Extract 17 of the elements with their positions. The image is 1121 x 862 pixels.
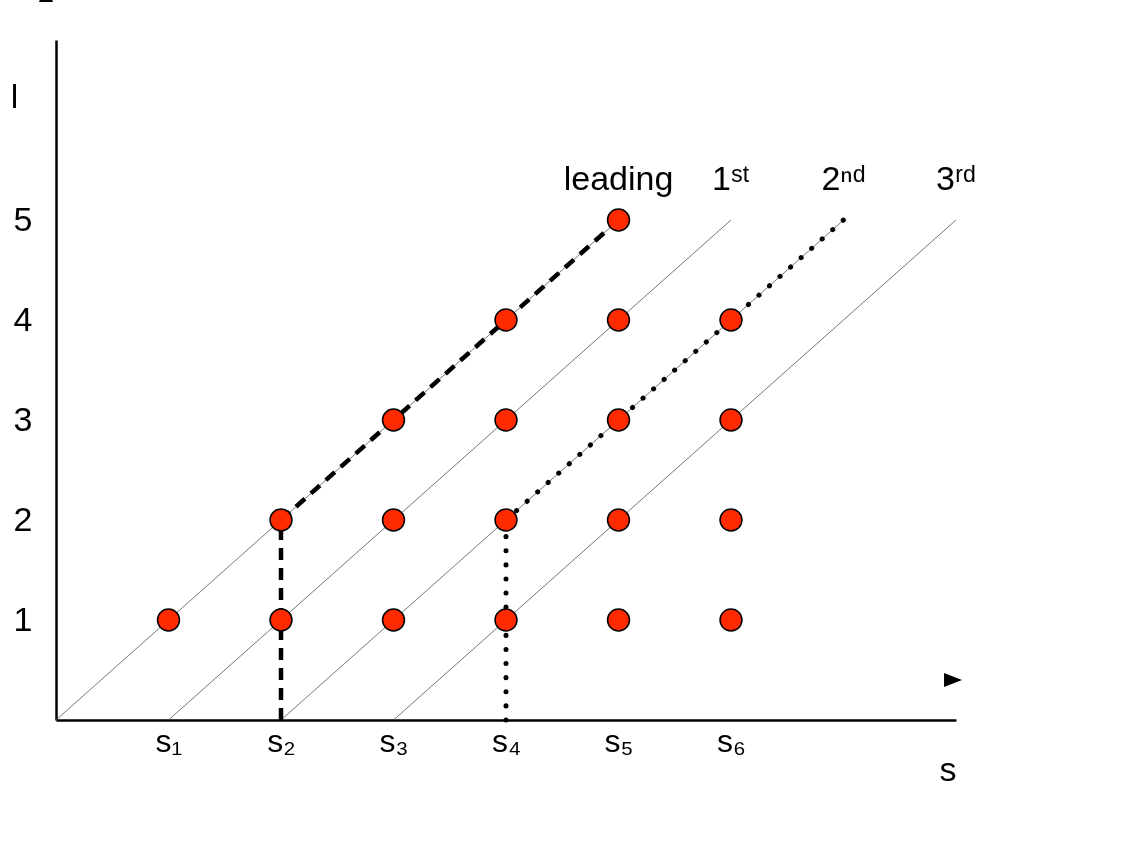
y-tick-label: 1 [13,599,33,638]
x-tick-label: s₄ [491,722,522,759]
y-tick-label: 3 [13,399,33,438]
y-tick-label: 2 [13,499,33,538]
x-axis-title: s [939,749,957,788]
y-axis-title: l [10,76,19,115]
series-label: leading [563,159,674,197]
y-tick-label: 4 [13,299,33,338]
x-tick-label: s₃ [379,722,409,759]
series-label: 2ⁿᵈ [821,159,866,197]
x-tick-label: s₂ [267,722,296,759]
series-label: 3ʳᵈ [936,159,976,197]
series-label: 1ˢᵗ [712,159,750,197]
x-tick-label: s₆ [717,722,746,759]
y-tick-label: 5 [13,199,33,238]
x-tick-label: s₅ [604,722,634,759]
x-tick-label: s₁ [155,722,183,759]
